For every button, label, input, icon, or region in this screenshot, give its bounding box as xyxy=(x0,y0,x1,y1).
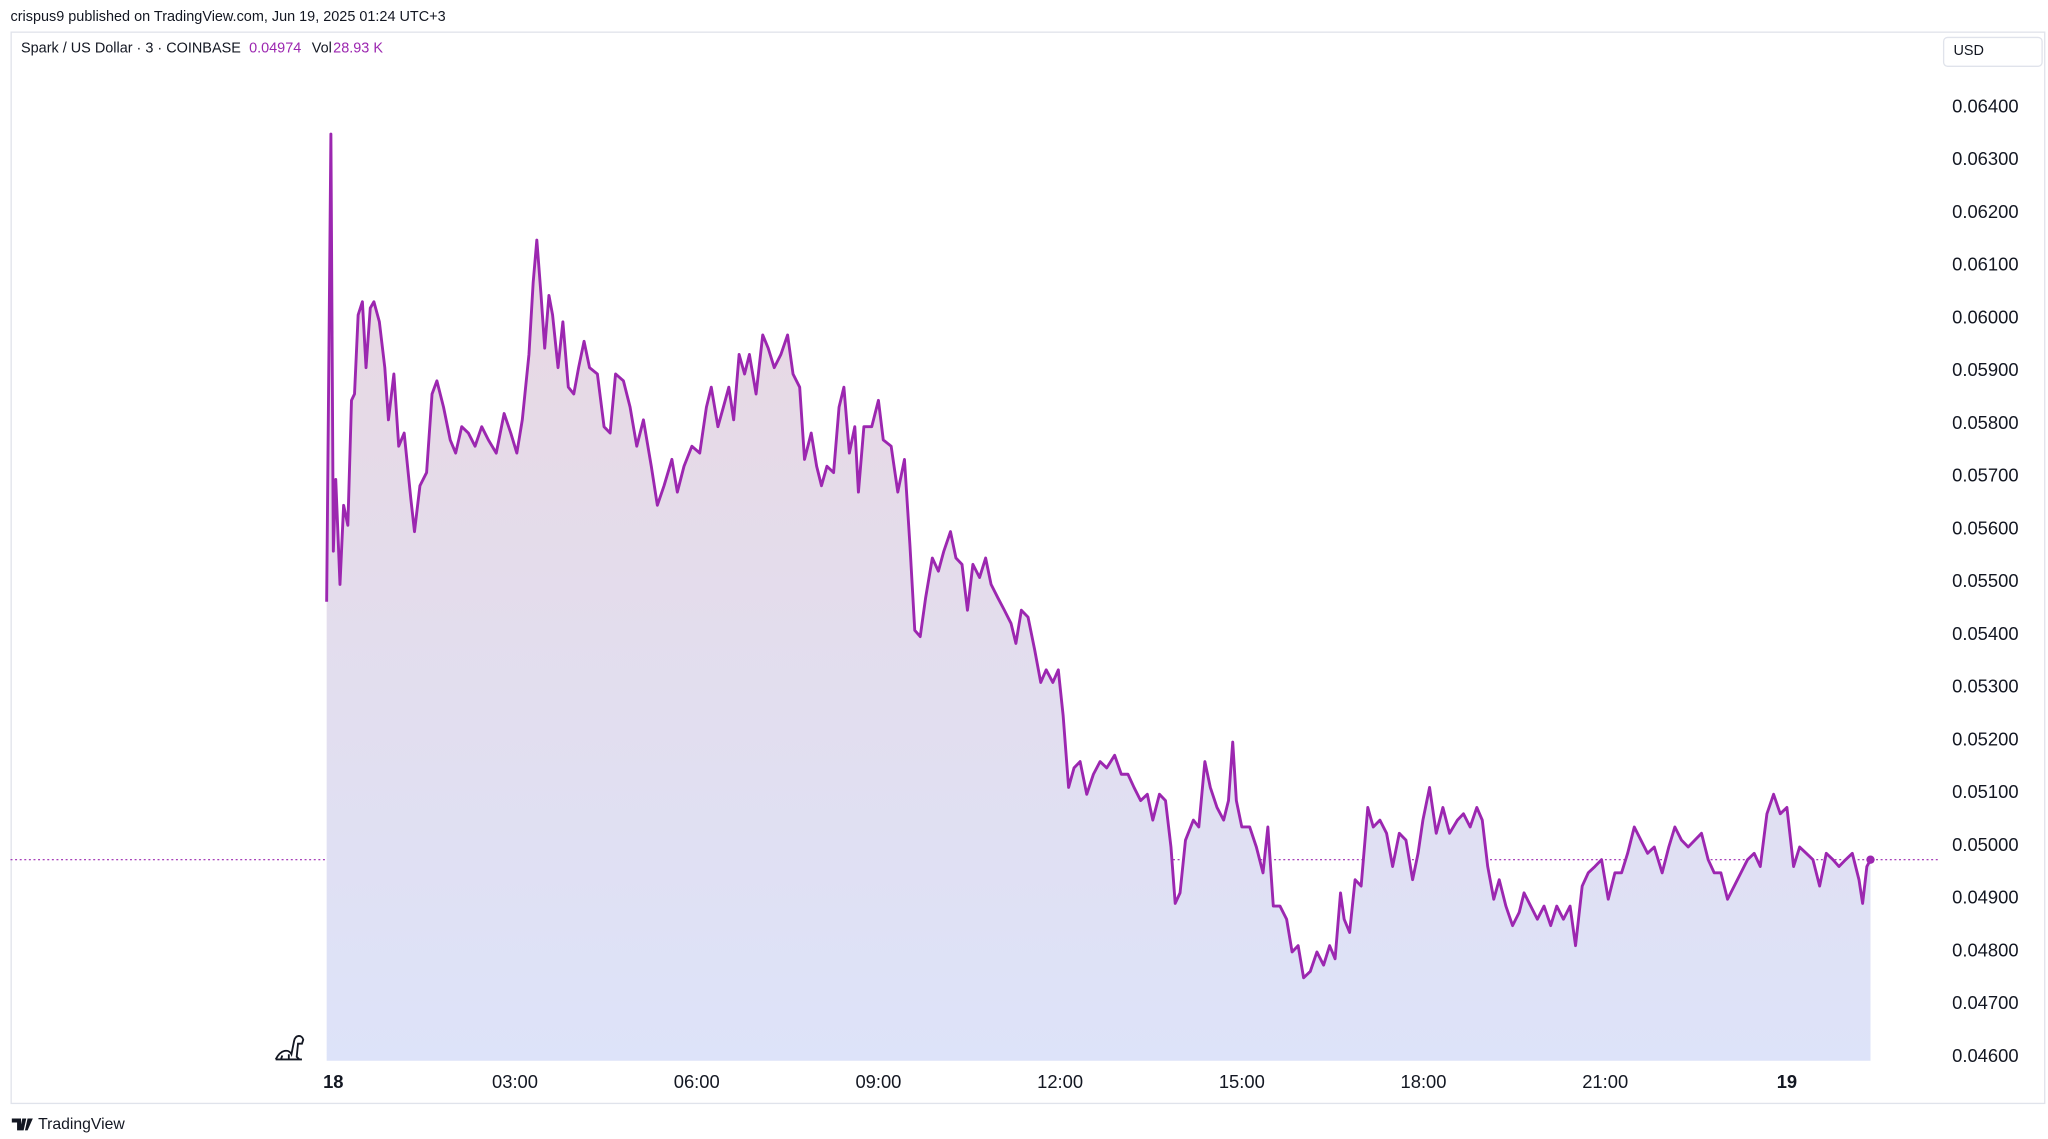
y-tick-label: 0.05600 xyxy=(1952,517,2018,538)
x-tick-label: 18:00 xyxy=(1401,1071,1447,1092)
volume-label: Vol xyxy=(312,40,332,56)
y-tick-label: 0.06200 xyxy=(1952,201,2018,222)
y-tick-label: 0.06100 xyxy=(1952,254,2018,275)
x-tick-label: 19 xyxy=(1777,1071,1797,1092)
y-tick-label: 0.04700 xyxy=(1952,992,2018,1013)
x-tick-label: 03:00 xyxy=(492,1071,538,1092)
y-tick-label: 0.05900 xyxy=(1952,359,2018,380)
x-tick-label: 18 xyxy=(323,1071,343,1092)
y-tick-label: 0.05300 xyxy=(1952,676,2018,697)
currency-box[interactable] xyxy=(1942,36,2043,67)
currency[interactable]: USD xyxy=(1953,43,1983,59)
volume-value: 28.93 K xyxy=(333,40,383,56)
y-tick-label: 0.05200 xyxy=(1952,728,2018,749)
tv-logo-mark xyxy=(11,1118,33,1131)
y-tick-label: 0.05100 xyxy=(1952,781,2018,802)
symbol-name: Spark / US Dollar · 3 · COINBASE xyxy=(21,40,241,56)
x-tick-label: 15:00 xyxy=(1219,1071,1265,1092)
y-tick-label: 0.05800 xyxy=(1952,412,2018,433)
last-point xyxy=(1866,855,1875,864)
brand[interactable]: TradingView xyxy=(38,1116,125,1133)
y-tick-label: 0.06000 xyxy=(1952,306,2018,327)
x-tick-label: 09:00 xyxy=(855,1071,901,1092)
published-note: crispus9 published on TradingView.com, J… xyxy=(11,9,446,25)
y-tick-label: 0.04800 xyxy=(1952,939,2018,960)
y-tick-label: 0.05400 xyxy=(1952,623,2018,644)
area-fill xyxy=(326,134,1871,1061)
y-tick-label: 0.05500 xyxy=(1952,570,2018,591)
y-tick-label: 0.06300 xyxy=(1952,148,2018,169)
y-tick-label: 0.05700 xyxy=(1952,465,2018,486)
tv-logo[interactable]: TradingView xyxy=(11,1116,126,1133)
y-tick-label: 0.06400 xyxy=(1952,96,2018,117)
price-line xyxy=(325,132,1872,980)
y-tick-label: 0.04600 xyxy=(1952,1045,2018,1066)
x-tick-label: 21:00 xyxy=(1582,1071,1628,1092)
dino-outline xyxy=(274,1035,305,1061)
y-tick-label: 0.05000 xyxy=(1952,834,2018,855)
dino-icon xyxy=(274,1035,305,1061)
last-price: 0.04974 xyxy=(249,40,301,56)
x-tick-label: 12:00 xyxy=(1037,1071,1083,1092)
x-tick-label: 06:00 xyxy=(674,1071,720,1092)
y-tick-label: 0.04900 xyxy=(1952,887,2018,908)
chart-frame xyxy=(10,31,2046,1105)
